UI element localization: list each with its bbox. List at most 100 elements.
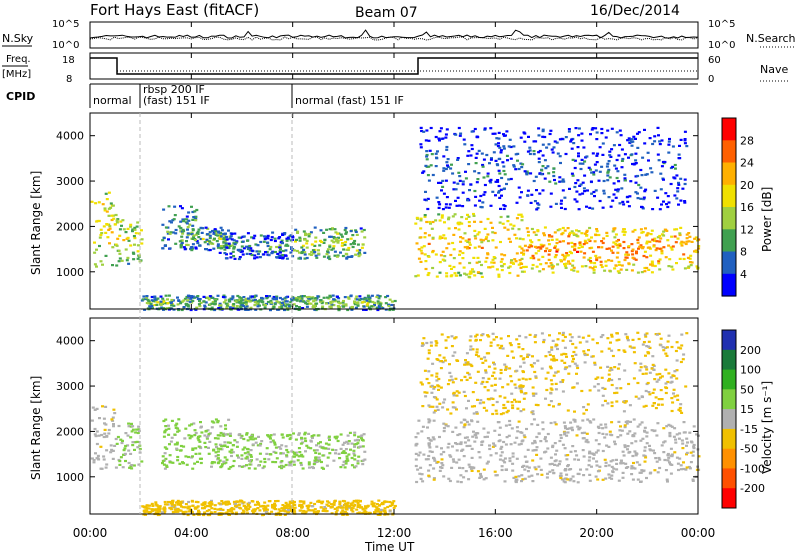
data-cell [585, 353, 589, 356]
data-cell [243, 452, 247, 455]
data-cell [535, 189, 538, 192]
data-cell [506, 354, 510, 357]
data-cell [187, 510, 191, 513]
data-cell [298, 503, 302, 506]
colorbar-swatch [722, 184, 736, 208]
data-cell [156, 301, 160, 304]
data-cell [615, 387, 619, 390]
data-cell [582, 437, 586, 440]
data-cell [454, 336, 458, 339]
data-cell [532, 394, 536, 397]
data-cell [566, 431, 570, 434]
data-cell [447, 218, 450, 221]
data-cell [537, 465, 541, 468]
data-cell [219, 448, 222, 451]
data-cell [631, 140, 635, 143]
data-cell [644, 456, 648, 459]
data-cell [632, 418, 636, 421]
data-cell [425, 377, 429, 381]
data-cell [651, 142, 655, 146]
data-cell [594, 127, 598, 130]
data-cell [111, 204, 115, 207]
data-cell [658, 458, 662, 461]
data-cell [481, 377, 485, 380]
data-cell [421, 480, 425, 483]
data-cell [240, 302, 243, 305]
data-cell [627, 382, 631, 386]
data-cell [685, 437, 689, 440]
data-cell [636, 241, 640, 244]
data-cell [317, 510, 320, 513]
data-cell [643, 426, 647, 429]
data-cell [641, 343, 645, 346]
data-cell [644, 372, 648, 375]
data-cell [534, 392, 538, 395]
data-cell [534, 403, 538, 406]
data-cell [274, 500, 277, 503]
data-cell [585, 155, 589, 158]
data-cell [671, 165, 675, 168]
data-cell [503, 363, 507, 366]
data-cell [350, 255, 354, 258]
data-cell [250, 249, 254, 252]
data-cell [257, 503, 261, 506]
data-cell [648, 247, 652, 250]
data-cell [553, 256, 557, 259]
data-cell [344, 232, 348, 235]
data-cell [571, 264, 575, 267]
data-cell [493, 444, 497, 447]
data-cell [457, 126, 461, 130]
data-cell [190, 231, 194, 234]
data-cell [271, 503, 274, 507]
data-cell [679, 138, 683, 141]
data-cell [499, 371, 503, 375]
data-cell [510, 427, 514, 430]
data-cell [482, 193, 486, 196]
data-cell [611, 245, 615, 248]
data-cell [585, 230, 589, 234]
data-cell [452, 188, 456, 191]
data-cell [526, 150, 530, 153]
data-cell [384, 308, 388, 311]
data-cell [633, 467, 637, 470]
data-cell [358, 249, 362, 252]
data-cell [554, 182, 558, 185]
data-cell [647, 159, 650, 162]
data-cell [179, 509, 183, 512]
data-cell [288, 437, 292, 441]
data-cell [210, 426, 214, 429]
data-cell [273, 237, 277, 240]
data-cell [247, 501, 251, 504]
data-cell [673, 228, 677, 231]
data-cell [344, 448, 348, 451]
data-cell [634, 191, 638, 194]
data-cell [91, 406, 95, 409]
data-cell [278, 306, 282, 309]
data-cell [588, 226, 592, 230]
data-cell [274, 446, 278, 449]
data-cell [350, 308, 354, 311]
data-cell [533, 466, 537, 469]
data-cell [229, 244, 232, 247]
data-cell [513, 441, 517, 444]
data-cell [660, 203, 663, 206]
data-cell [187, 219, 191, 222]
data-cell [214, 232, 218, 235]
data-cell [515, 217, 519, 220]
data-cell [666, 195, 670, 198]
data-cell [629, 420, 632, 423]
data-cell [618, 129, 622, 132]
data-cell [332, 459, 336, 462]
data-cell [262, 465, 266, 468]
data-cell [437, 388, 440, 391]
data-cell [596, 152, 600, 155]
data-cell [208, 440, 212, 443]
data-cell [494, 452, 498, 455]
data-cell [688, 235, 692, 238]
data-cell [194, 500, 198, 503]
data-cell [530, 365, 534, 368]
data-cell [304, 510, 308, 513]
data-cell [664, 391, 668, 395]
data-cell [158, 508, 161, 511]
data-cell [176, 503, 180, 506]
